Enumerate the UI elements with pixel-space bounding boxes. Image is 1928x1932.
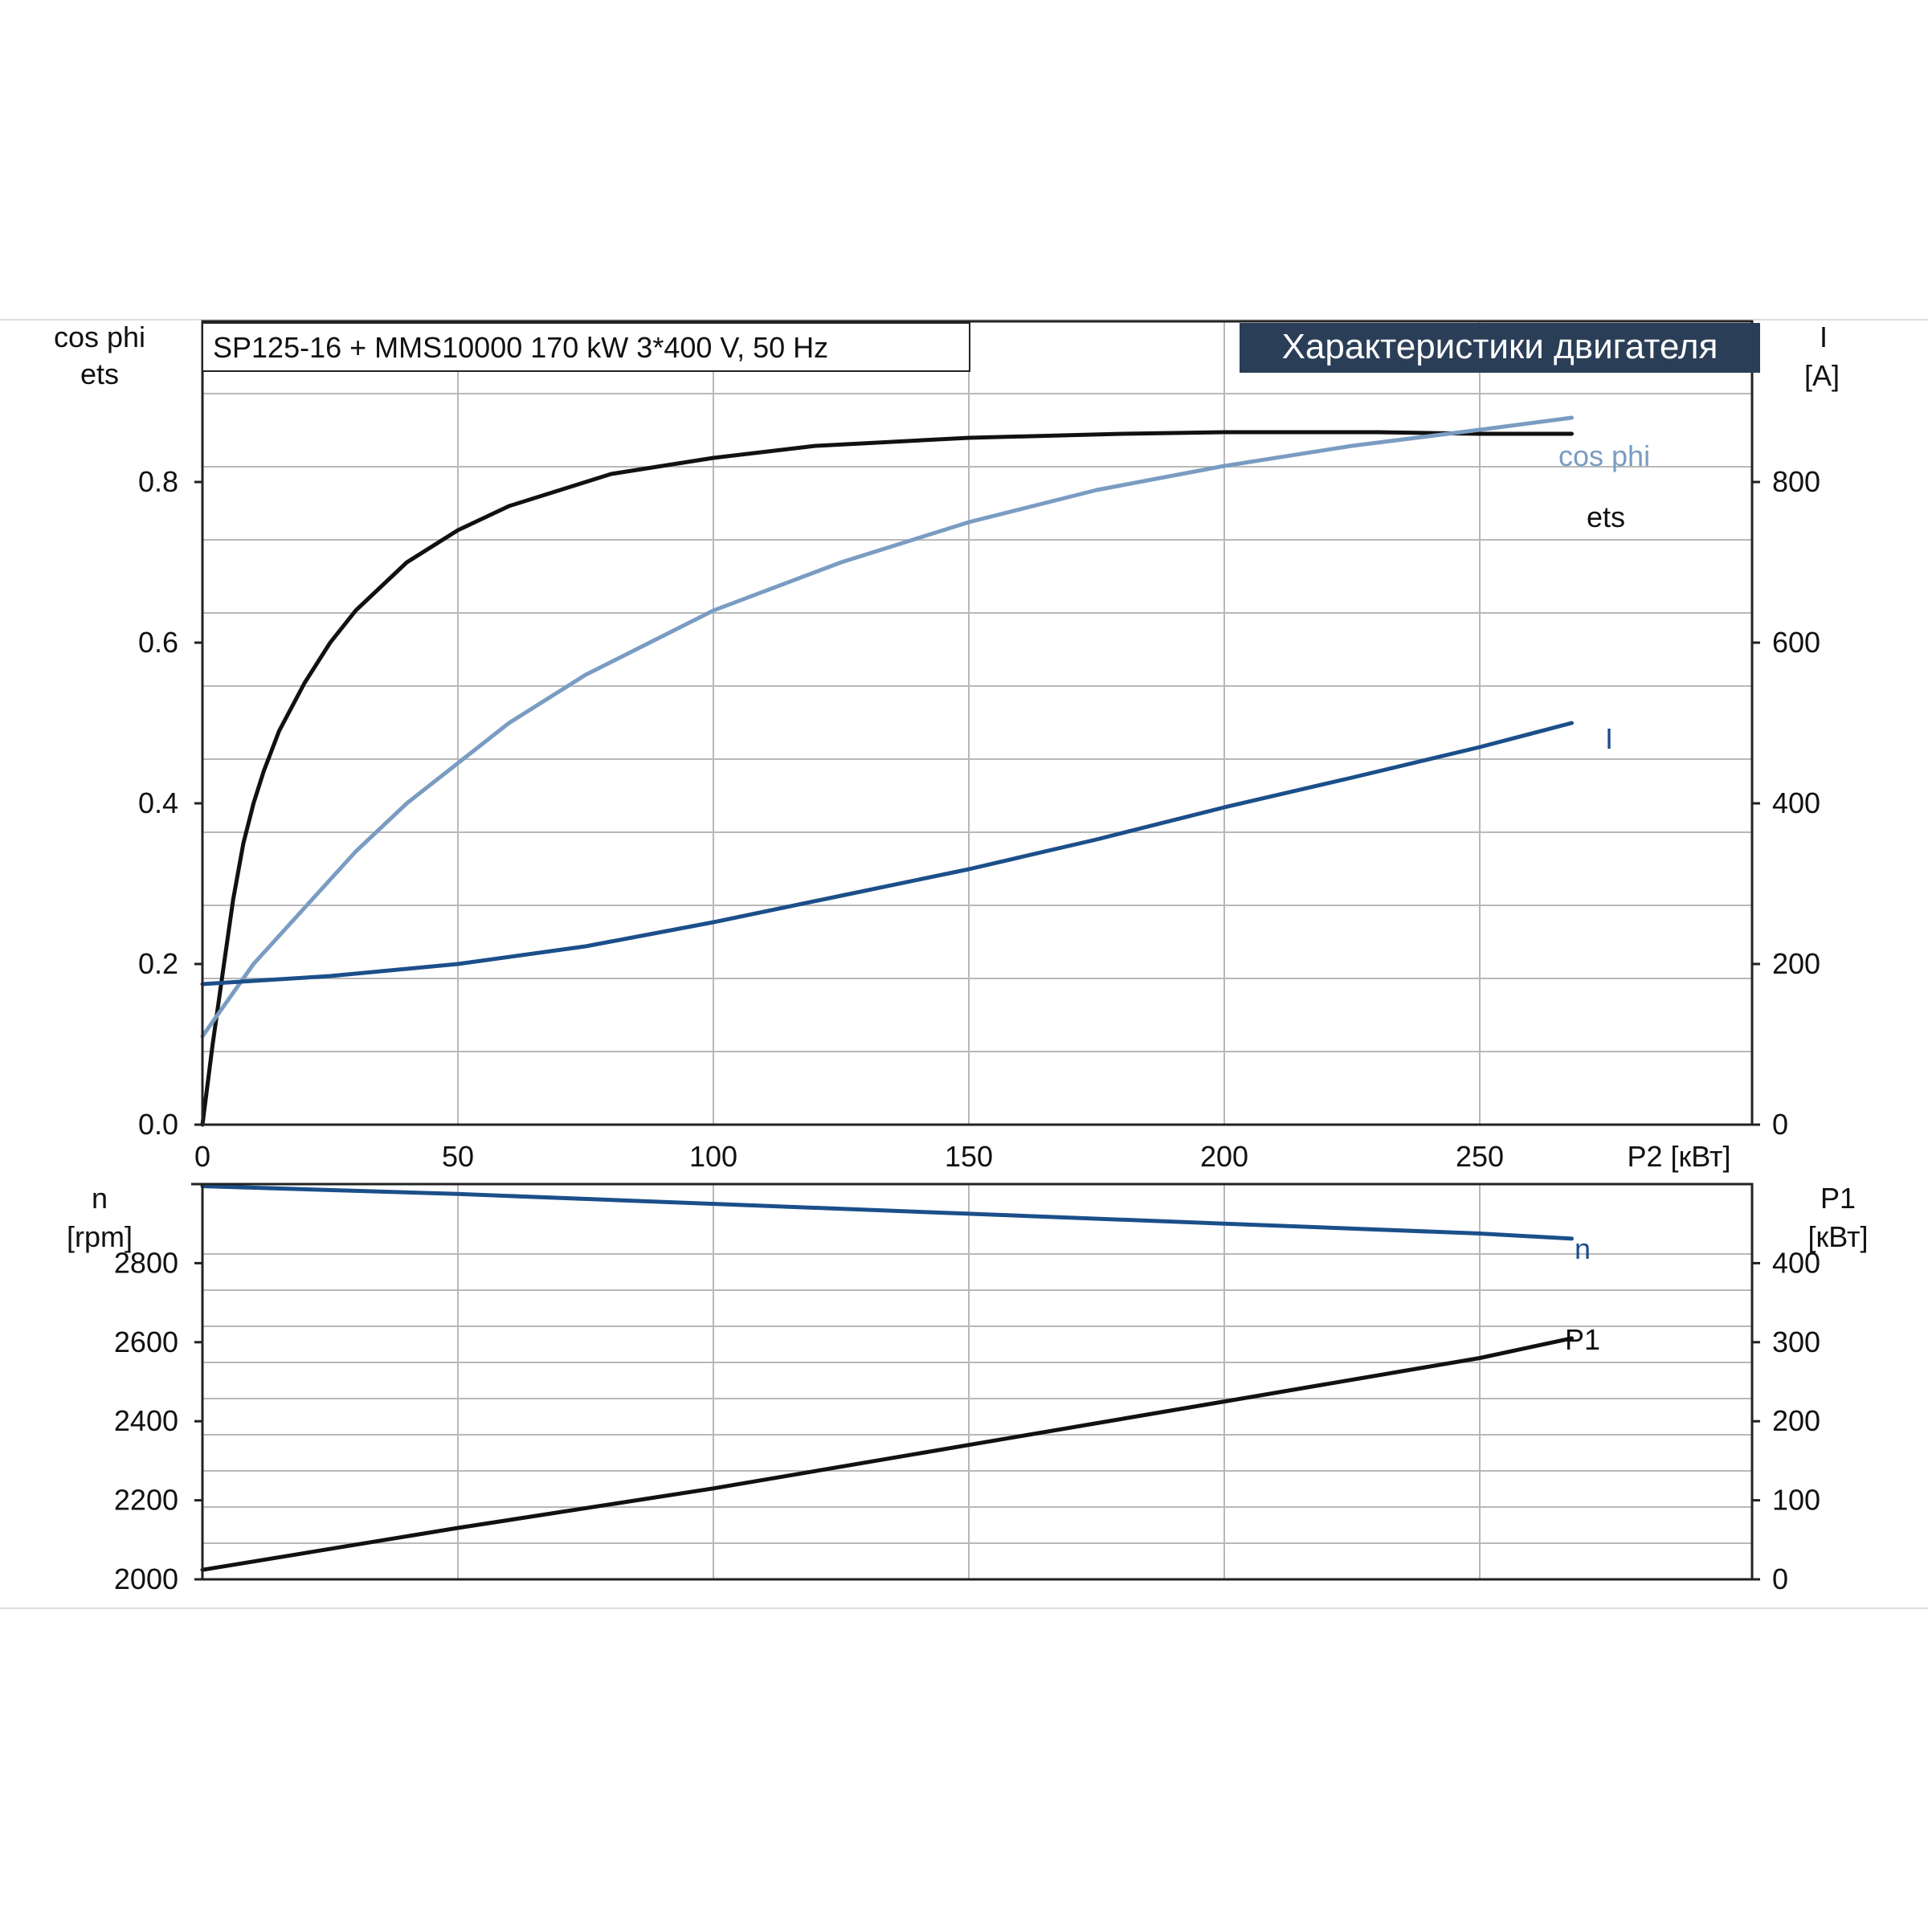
title-badge bbox=[1240, 323, 1760, 373]
title-badge-text: Характеристики двигателя bbox=[1282, 327, 1718, 366]
p1-tick-label-4: 400 bbox=[1772, 1246, 1820, 1279]
n-tick-label-2: 2400 bbox=[114, 1404, 178, 1437]
lower-tick-labels: 2000 2200 2400 2600 2800 0 100 200 300 400 bbox=[114, 1182, 1820, 1595]
y-left-label-ets: ets bbox=[80, 357, 119, 390]
series-label-n: n bbox=[1575, 1232, 1591, 1265]
y-right-label-i: I bbox=[1820, 321, 1828, 353]
upper-tick-labels: 0 50 100 150 200 250 0.0 0.2 0.4 0.6 0.8 0 200 400 600… bbox=[138, 465, 1820, 1173]
p1-tick-label-1: 100 bbox=[1772, 1484, 1820, 1517]
x-tick-label-4: 200 bbox=[1200, 1140, 1248, 1173]
y-right-label-a: [A] bbox=[1804, 359, 1840, 392]
lower-series-group bbox=[200, 1184, 1574, 1572]
p1-tick-label-2: 200 bbox=[1772, 1404, 1820, 1437]
series-label-ets: ets bbox=[1587, 500, 1625, 533]
p1-tick-label-3: 300 bbox=[1772, 1325, 1820, 1358]
y-left-tick-label-4: 0.8 bbox=[138, 465, 178, 498]
y-right-label-kw: [кВт] bbox=[1808, 1220, 1868, 1253]
upper-series-group bbox=[200, 415, 1574, 1127]
x-tick-label-0: 0 bbox=[194, 1140, 210, 1173]
y-right-tick-label-0: 0 bbox=[1772, 1108, 1788, 1141]
y-left-label-cosphi: cos phi bbox=[54, 321, 145, 353]
x-tick-label-5: 250 bbox=[1456, 1140, 1504, 1173]
x-tick-label-2: 100 bbox=[689, 1140, 737, 1173]
upper-series-line-ets bbox=[200, 430, 1574, 1127]
y-right-label-p1: P1 bbox=[1820, 1182, 1856, 1215]
series-label-cosphi: cos phi bbox=[1558, 439, 1650, 472]
lower-series-line-p1 bbox=[200, 1336, 1574, 1572]
n-tick-label-3: 2600 bbox=[114, 1325, 178, 1358]
lower-grid bbox=[202, 1184, 1752, 1579]
x-tick-label-3: 150 bbox=[945, 1140, 993, 1173]
upper-plot-frame bbox=[201, 320, 1754, 1126]
y-left-label-n: n bbox=[92, 1182, 108, 1215]
upper-grid bbox=[202, 321, 1752, 1125]
p1-tick-label-0: 0 bbox=[1772, 1562, 1788, 1595]
y-left-tick-label-1: 0.2 bbox=[138, 947, 178, 980]
y-left-tick-label-3: 0.6 bbox=[138, 626, 178, 659]
y-left-label-rpm: [rpm] bbox=[67, 1220, 133, 1253]
y-right-tick-label-3: 600 bbox=[1772, 626, 1820, 659]
y-left-tick-label-0: 0.0 bbox=[138, 1108, 178, 1141]
y-right-tick-label-4: 800 bbox=[1772, 465, 1820, 498]
y-left-tick-label-2: 0.4 bbox=[138, 786, 178, 819]
y-right-tick-label-1: 200 bbox=[1772, 947, 1820, 980]
n-tick-label-4: 2800 bbox=[114, 1246, 178, 1279]
lower-plot-frame bbox=[201, 1182, 1754, 1581]
x-tick-label-1: 50 bbox=[442, 1140, 474, 1173]
title-box bbox=[202, 322, 970, 372]
n-tick-label-0: 2000 bbox=[114, 1562, 178, 1595]
upper-series-line-cos-phi bbox=[200, 415, 1574, 1039]
series-label-i: I bbox=[1605, 722, 1613, 755]
y-right-tick-label-2: 400 bbox=[1772, 786, 1820, 819]
n-tick-label-1: 2200 bbox=[114, 1484, 178, 1517]
series-label-p1: P1 bbox=[1565, 1323, 1600, 1356]
chart-title: SP125-16 + MMS10000 170 kW 3*400 V, 50 H… bbox=[213, 331, 828, 364]
upper-series-line-i bbox=[200, 721, 1574, 986]
lower-series-line-n bbox=[200, 1184, 1574, 1241]
x-axis-label: P2 [кВт] bbox=[1627, 1140, 1730, 1173]
